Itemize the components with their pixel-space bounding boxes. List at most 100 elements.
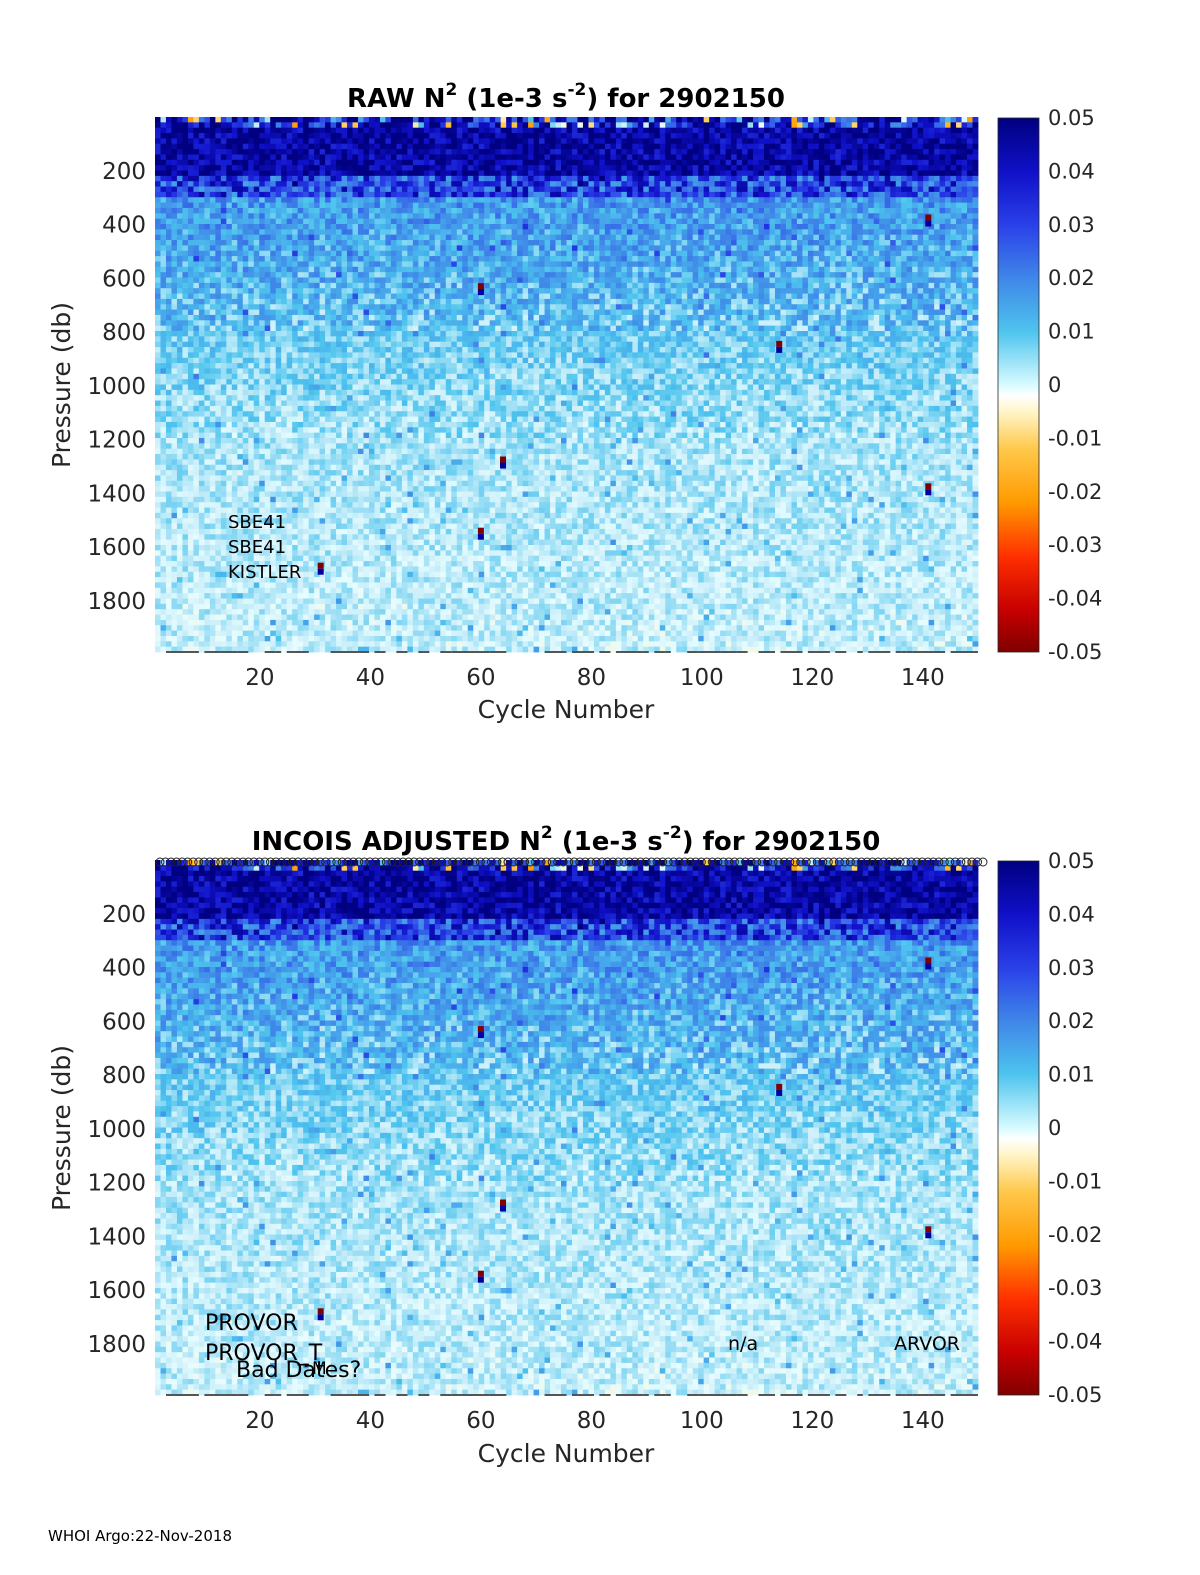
heatmap-cell (670, 159, 677, 166)
heatmap-cell (292, 245, 299, 252)
heatmap-cell (577, 282, 584, 289)
heatmap-cell (445, 181, 452, 187)
heatmap-cell (769, 122, 776, 129)
heatmap-cell (198, 234, 205, 241)
heatmap-cell (374, 170, 381, 177)
heatmap-cell (215, 213, 222, 220)
heatmap-cell (879, 197, 886, 203)
heatmap-cell (703, 224, 710, 230)
heatmap-cell (528, 272, 534, 278)
heatmap-cell (818, 170, 825, 177)
heatmap-cell (336, 224, 342, 230)
heatmap-cell (539, 175, 545, 182)
heatmap-cell (473, 191, 480, 198)
heatmap-cell (632, 191, 639, 198)
heatmap-cell (270, 191, 277, 198)
heatmap-cell (588, 261, 595, 268)
heatmap-cell (857, 245, 864, 252)
heatmap-cell (588, 234, 595, 241)
heatmap-cell (758, 256, 765, 262)
heatmap-cell (374, 191, 381, 198)
heatmap-cell (275, 229, 282, 236)
heatmap-cell (423, 133, 430, 139)
heatmap-cell (829, 165, 836, 171)
heatmap-cell (654, 245, 661, 252)
heatmap-cell (478, 277, 485, 284)
heatmap-cell (484, 202, 491, 209)
heatmap-cell (281, 117, 288, 123)
heatmap-cell (456, 202, 463, 209)
heatmap-cell (550, 154, 556, 161)
heatmap-cell (912, 117, 919, 123)
heatmap-cell (939, 154, 946, 161)
heatmap-cell (884, 261, 891, 268)
heatmap-cell (879, 224, 886, 230)
heatmap-cell (434, 224, 441, 230)
heatmap-cell (835, 127, 842, 134)
heatmap-cell (736, 261, 743, 268)
heatmap-cell (401, 229, 408, 236)
heatmap-cell (226, 186, 233, 193)
heatmap-cell (407, 218, 414, 225)
heatmap-cell (341, 218, 348, 225)
heatmap-cell (539, 117, 545, 123)
heatmap-cell (160, 138, 167, 145)
heatmap-cell (259, 261, 266, 268)
heatmap-cell (906, 277, 913, 284)
heatmap-cell (566, 165, 573, 171)
heatmap-cell (473, 122, 480, 129)
heatmap-cell (610, 143, 617, 150)
heatmap-cell (275, 138, 282, 145)
heatmap-cell (544, 202, 551, 209)
heatmap-cell (956, 138, 962, 145)
heatmap-cell (610, 256, 617, 262)
heatmap-cell (758, 175, 765, 182)
heatmap-cell (637, 181, 644, 187)
heatmap-cell (731, 218, 737, 225)
heatmap-cell (500, 159, 507, 166)
heatmap-cell (725, 138, 732, 145)
heatmap-cell (961, 256, 968, 262)
heatmap-cell (286, 293, 293, 300)
heatmap-cell (297, 224, 304, 230)
heatmap-cell (868, 170, 875, 177)
heatmap-cell (582, 186, 589, 193)
heatmap-cell (209, 234, 216, 241)
heatmap-cell (796, 266, 803, 273)
heatmap-cell (681, 175, 688, 182)
heatmap-cell (714, 218, 721, 225)
heatmap-cell (456, 282, 463, 289)
heatmap-cell (758, 224, 765, 230)
heatmap-cell (385, 175, 392, 182)
heatmap-cell (517, 277, 524, 284)
heatmap-cell (747, 288, 754, 294)
heatmap-cell (555, 266, 562, 273)
heatmap-cell (182, 165, 189, 171)
heatmap-cell (314, 277, 320, 284)
heatmap-cell (928, 266, 935, 273)
heatmap-cell (550, 207, 556, 214)
heatmap-cell (220, 181, 227, 187)
heatmap-cell (281, 266, 288, 273)
heatmap-cell (445, 170, 452, 177)
heatmap-cell (379, 213, 386, 220)
heatmap-cell (862, 186, 869, 193)
heatmap-cell (445, 138, 452, 145)
heatmap-cell (873, 288, 880, 294)
heatmap-cell (747, 229, 754, 236)
heatmap-cell (829, 170, 836, 177)
heatmap-cell (802, 224, 809, 230)
heatmap-cell (330, 240, 337, 246)
heatmap-cell (434, 245, 441, 252)
heatmap-cell (187, 159, 194, 166)
heatmap-cell (961, 191, 968, 198)
heatmap-cell (231, 250, 238, 257)
heatmap-cell (862, 127, 869, 134)
heatmap-cell (566, 218, 573, 225)
heatmap-cell (588, 117, 595, 123)
heatmap-cell (336, 266, 342, 273)
heatmap-cell (917, 224, 924, 230)
heatmap-cell (215, 207, 222, 214)
heatmap-cell (544, 197, 551, 203)
heatmap-cell (434, 250, 441, 257)
